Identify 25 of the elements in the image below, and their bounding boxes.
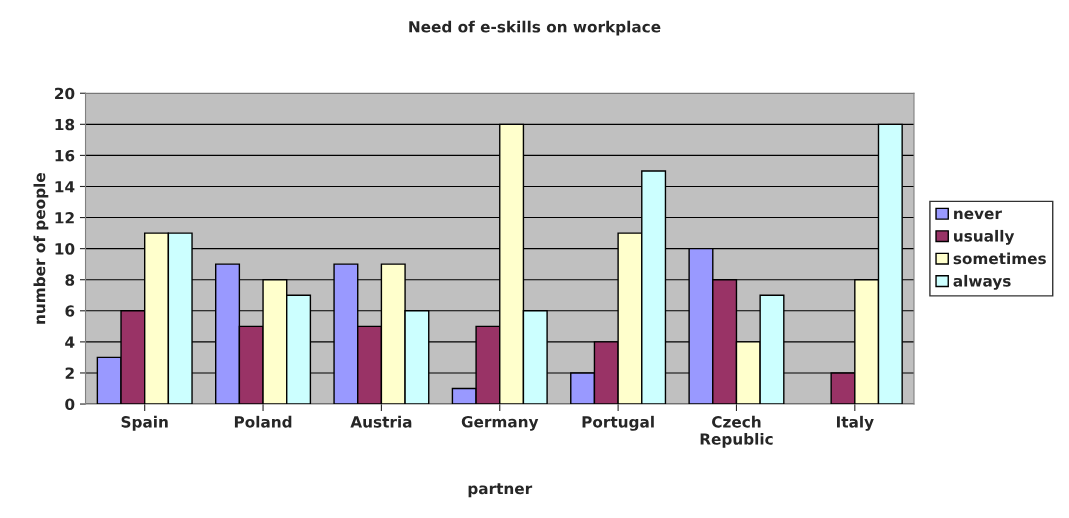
y-tick-label: 0 xyxy=(65,398,75,411)
chart-title: Need of e-skills on workplace xyxy=(409,20,661,36)
y-tick-label: 16 xyxy=(55,149,75,162)
y-tick-label: 4 xyxy=(65,336,75,348)
x-tick-label: Italy xyxy=(836,415,874,431)
x-tick-label: Czech Republic xyxy=(700,415,773,448)
legend-label: sometimes xyxy=(953,252,1046,265)
y-tick-label: 12 xyxy=(55,212,74,224)
y-axis-title: number of people xyxy=(33,173,49,324)
y-tick-label: 8 xyxy=(65,274,75,286)
y-tick-label: 18 xyxy=(55,118,75,131)
legend-label: never xyxy=(954,210,1002,220)
y-tick-label: 20 xyxy=(55,87,75,100)
legend-label: always xyxy=(953,274,1011,290)
x-axis-title: partner xyxy=(468,483,533,498)
y-tick-label: 6 xyxy=(65,305,75,317)
x-tick-label: Portugal xyxy=(582,415,654,431)
legend-label: usually xyxy=(954,229,1015,245)
y-tick-label: 10 xyxy=(55,243,75,255)
x-tick-label: Austria xyxy=(350,415,412,428)
y-tick-label: 14 xyxy=(55,181,75,193)
x-tick-label: Germany xyxy=(461,416,539,431)
x-tick-label: Spain xyxy=(121,415,168,431)
x-tick-label: Poland xyxy=(234,415,292,428)
y-tick-label: 2 xyxy=(65,367,74,379)
